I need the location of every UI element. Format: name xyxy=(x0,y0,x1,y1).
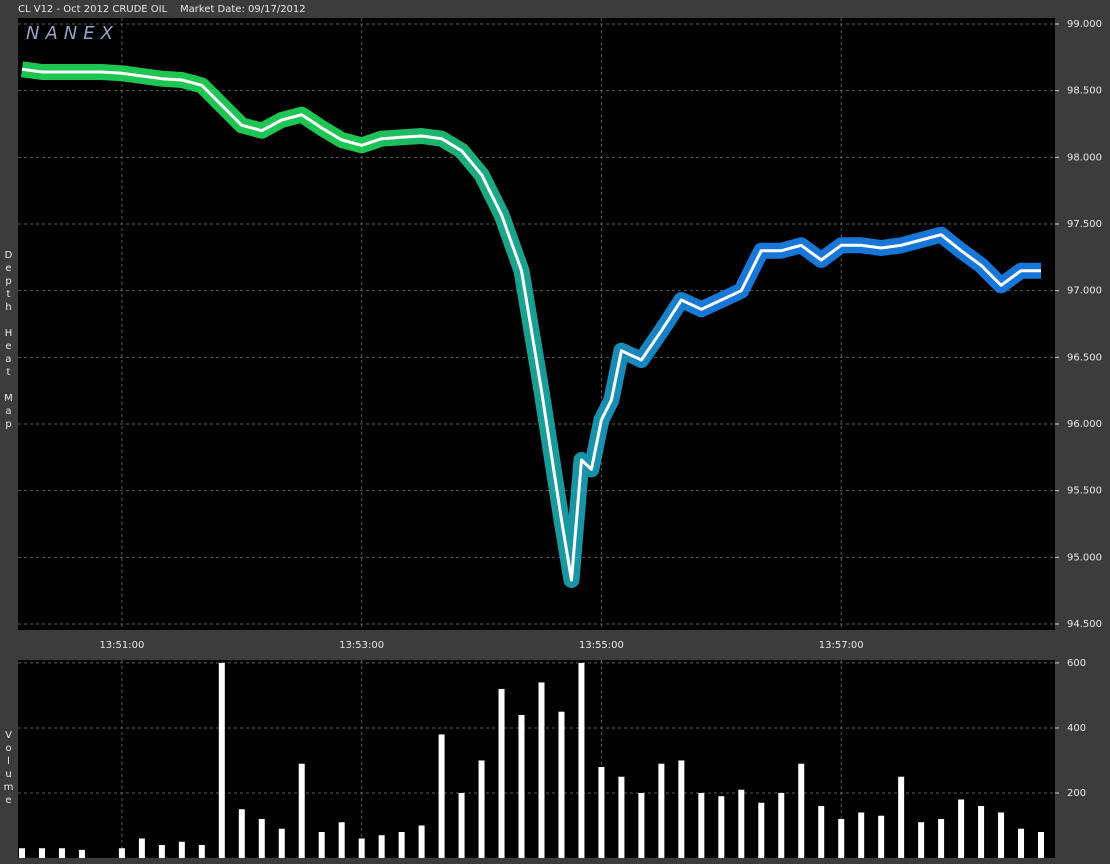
volume-bar xyxy=(398,831,405,858)
y-axis-label: Volume xyxy=(3,730,14,808)
volume-bar xyxy=(158,844,165,858)
volume-bar xyxy=(518,714,525,858)
volume-bar xyxy=(58,848,65,858)
volume-bar xyxy=(658,763,665,858)
volume-bar xyxy=(358,838,365,858)
volume-bar xyxy=(718,796,725,858)
volume-bar xyxy=(978,805,985,858)
chart-title: CL V12 - Oct 2012 CRUDE OIL xyxy=(18,4,168,15)
y-tick-label: 97.500 xyxy=(1067,219,1102,230)
y-tick-label: 98.500 xyxy=(1067,86,1102,97)
volume-bar xyxy=(198,844,205,858)
y-tick-label: 96.000 xyxy=(1067,419,1102,430)
y-tick-label: 200 xyxy=(1067,788,1086,799)
x-tick-label: 13:55:00 xyxy=(579,640,624,651)
y-tick-label: 94.500 xyxy=(1067,619,1102,630)
volume-bar xyxy=(118,848,125,858)
volume-bar xyxy=(178,841,185,858)
volume-bar xyxy=(898,776,905,858)
volume-bar xyxy=(938,818,945,858)
volume-bar xyxy=(418,825,425,858)
volume-bar xyxy=(998,812,1005,858)
volume-bar xyxy=(18,848,25,858)
volume-bar xyxy=(758,802,765,858)
volume-bar xyxy=(1018,828,1025,858)
volume-bar xyxy=(838,818,845,858)
volume-bar xyxy=(798,763,805,858)
y-tick-label: 95.500 xyxy=(1067,486,1102,497)
volume-bar xyxy=(778,792,785,858)
volume-bar xyxy=(958,799,965,858)
volume-bar xyxy=(318,831,325,858)
volume-bar xyxy=(338,822,345,858)
x-tick-label: 13:51:00 xyxy=(99,640,144,651)
volume-bar xyxy=(38,848,45,858)
y-axis-label: Depth Heat Map xyxy=(3,250,14,432)
y-tick-label: 97.000 xyxy=(1067,286,1102,297)
y-tick-label: 98.000 xyxy=(1067,152,1102,163)
x-tick-label: 13:53:00 xyxy=(339,640,384,651)
volume-bar xyxy=(598,766,605,858)
volume-bar xyxy=(738,789,745,858)
chart-subtitle: Market Date: 09/17/2012 xyxy=(180,4,306,15)
volume-bar xyxy=(258,818,265,858)
y-tick-label: 99.000 xyxy=(1067,19,1102,30)
volume-bar xyxy=(458,792,465,858)
volume-bar xyxy=(278,828,285,858)
volume-bar xyxy=(138,838,145,858)
volume-bar xyxy=(918,822,925,858)
volume-bar xyxy=(538,682,545,858)
volume-bar xyxy=(218,662,225,858)
volume-bar xyxy=(618,776,625,858)
volume-bar xyxy=(578,662,585,858)
volume-bar xyxy=(818,805,825,858)
price-line xyxy=(21,67,1041,582)
y-tick-label: 400 xyxy=(1067,723,1086,734)
volume-bar xyxy=(498,688,505,858)
y-tick-label: 96.500 xyxy=(1067,352,1102,363)
volume-bar xyxy=(478,760,485,858)
x-tick-label: 13:57:00 xyxy=(819,640,864,651)
watermark: NANEX xyxy=(26,23,119,44)
volume-bar xyxy=(678,760,685,858)
volume-bar xyxy=(238,809,245,858)
volume-bar xyxy=(558,711,565,858)
volume-bar xyxy=(878,815,885,858)
volume-bar xyxy=(698,792,705,858)
volume-bar xyxy=(1038,831,1045,858)
volume-bar xyxy=(298,763,305,858)
y-tick-label: 95.000 xyxy=(1067,552,1102,563)
volume-bar xyxy=(378,835,385,858)
volume-bar xyxy=(858,812,865,858)
volume-bar xyxy=(638,792,645,858)
volume-bar xyxy=(78,849,85,858)
volume-bar xyxy=(438,734,445,858)
y-tick-label: 600 xyxy=(1067,658,1086,669)
